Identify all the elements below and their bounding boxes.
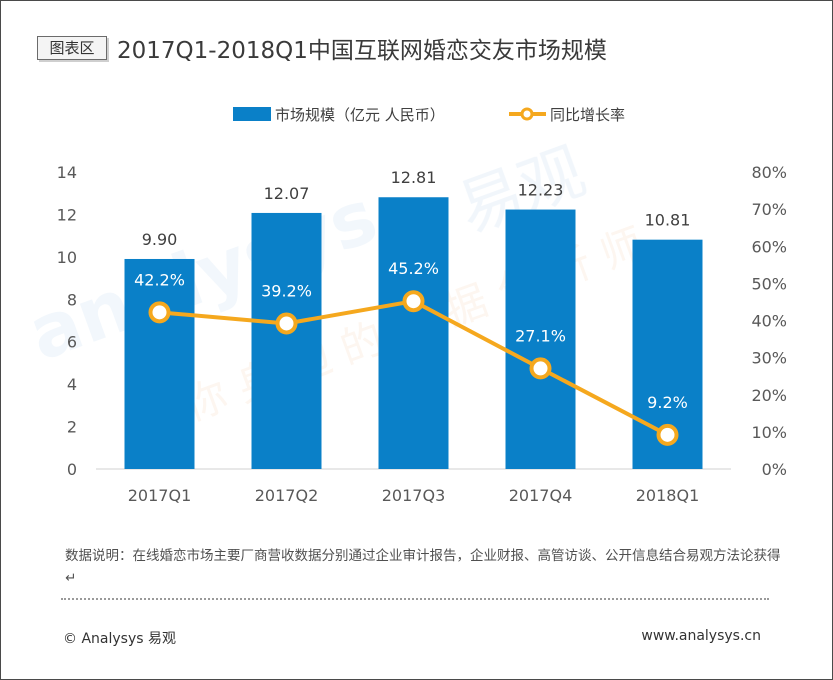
y-right-tick-label: 30% xyxy=(751,349,787,368)
chart-axes: 0 2 4 6 8 10 12 14 0% 10% 20% 30% 40% 50% 60% 70% 80% 201… xyxy=(57,163,787,505)
copyright-text: © Analysys 易观 xyxy=(63,631,176,647)
y-left-tick-label: 8 xyxy=(67,290,77,309)
y-left-tick-label: 10 xyxy=(57,248,77,267)
line-series xyxy=(148,290,679,446)
growth-rate-point xyxy=(402,290,425,313)
y-right-tick-label: 10% xyxy=(751,423,787,442)
x-tick-label: 2017Q1 xyxy=(128,486,192,505)
chart-canvas: 易观 analysys 你 身 边 的 数 据 分 析 师 市场规模（亿元 人民… xyxy=(18,106,787,505)
y-right-tick-label: 80% xyxy=(751,163,787,182)
chart-area-tag: 图表区 xyxy=(37,36,107,60)
bar-value-label: 10.81 xyxy=(645,211,691,230)
growth-rate-label: 42.2% xyxy=(134,270,185,289)
data-labels: 9.90 12.07 12.81 12.23 10.81 42.2% 39.2% 45.2% 2… xyxy=(134,168,690,412)
legend-line-label: 同比增长率 xyxy=(550,106,625,124)
x-tick-label: 2017Q4 xyxy=(509,486,573,505)
growth-rate-label: 45.2% xyxy=(388,259,439,278)
bar-value-label: 12.81 xyxy=(391,168,437,187)
x-tick-label: 2017Q2 xyxy=(255,486,319,505)
growth-rate-point xyxy=(529,357,552,380)
y-right-tick-label: 20% xyxy=(751,386,787,405)
growth-rate-label: 9.2% xyxy=(647,393,688,412)
y-left-tick-label: 12 xyxy=(57,205,77,224)
x-tick-label: 2017Q3 xyxy=(382,486,446,505)
bar xyxy=(251,212,322,469)
chart-legend: 市场规模（亿元 人民币） 同比增长率 xyxy=(233,106,625,124)
bar xyxy=(378,197,449,469)
bar-value-label: 9.90 xyxy=(142,230,178,249)
bar-value-label: 12.23 xyxy=(518,181,564,200)
chart-title: 2017Q1-2018Q1中国互联网婚恋交友市场规模 xyxy=(117,38,607,64)
growth-rate-label: 39.2% xyxy=(261,281,312,300)
y-right-tick-label: 50% xyxy=(751,274,787,293)
growth-rate-point xyxy=(656,423,679,446)
growth-rate-point xyxy=(148,301,171,324)
legend-line-marker xyxy=(520,107,534,121)
growth-rate-point xyxy=(275,312,298,335)
legend-bar-swatch xyxy=(233,107,271,121)
bar-value-label: 12.07 xyxy=(264,184,310,203)
y-right-tick-label: 70% xyxy=(751,200,787,219)
y-left-tick-label: 14 xyxy=(57,163,77,182)
website-link: www.analysys.cn xyxy=(641,628,761,644)
dotted-divider xyxy=(61,598,769,600)
data-note: 数据说明：在线婚恋市场主要厂商营收数据分别通过企业审计报告，企业财报、高管访谈、… xyxy=(65,548,781,586)
y-right-tick-label: 0% xyxy=(762,460,787,479)
y-left-tick-label: 6 xyxy=(67,333,77,352)
x-tick-label: 2018Q1 xyxy=(636,486,700,505)
bar xyxy=(124,258,195,469)
bar xyxy=(505,209,576,469)
y-right-tick-label: 40% xyxy=(751,312,787,331)
y-left-tick-label: 0 xyxy=(67,460,77,479)
y-right-tick-label: 60% xyxy=(751,237,787,256)
y-left-tick-label: 2 xyxy=(67,418,77,437)
growth-rate-label: 27.1% xyxy=(515,326,566,345)
bar-series xyxy=(124,197,703,469)
legend-bar-label: 市场规模（亿元 人民币） xyxy=(275,106,445,124)
y-left-tick-label: 4 xyxy=(67,375,77,394)
